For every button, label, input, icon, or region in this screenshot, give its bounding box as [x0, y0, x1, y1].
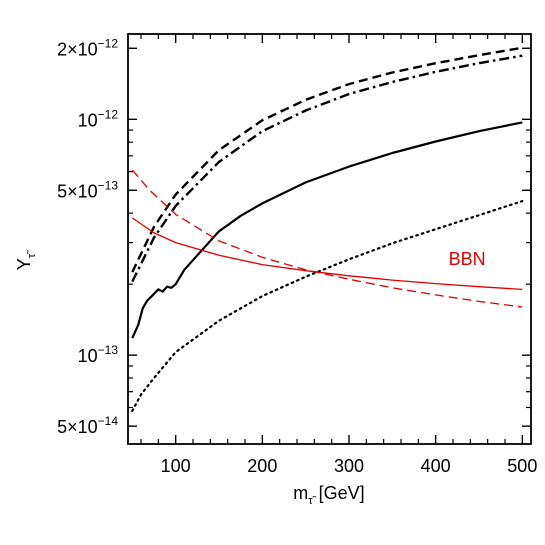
series-line-1	[131, 46, 523, 273]
plot-frame	[127, 33, 532, 445]
y-tick-label: 10−12	[78, 107, 119, 130]
series-line-4	[131, 200, 524, 412]
y-tick-label: 5×10−13	[57, 178, 118, 201]
x-tick-label: 500	[507, 456, 537, 476]
y-tick-label: 10−13	[78, 343, 119, 366]
y-tick-label: 5×10−14	[57, 414, 118, 437]
x-tick-label: 200	[247, 456, 277, 476]
x-tick-label: 100	[161, 456, 191, 476]
bbn-annotation: BBN	[449, 249, 486, 269]
series-line-6	[131, 217, 523, 291]
series-line-3	[131, 121, 523, 339]
x-tick-label: 400	[421, 456, 451, 476]
series-line-5	[131, 169, 523, 308]
series-line-2	[131, 54, 523, 283]
tick-layer	[128, 34, 531, 444]
y-axis-title: Yτ̃	[14, 250, 38, 270]
label-layer: 100 200 300 400 500 5×10−14 10−13 5×10−13 10−12 2…	[57, 36, 537, 476]
series-layer	[131, 46, 524, 412]
x-tick-label: 300	[334, 456, 364, 476]
x-axis-title: mτ̃ [GeV]	[293, 483, 364, 507]
y-tick-label: 2×10−12	[57, 36, 118, 59]
